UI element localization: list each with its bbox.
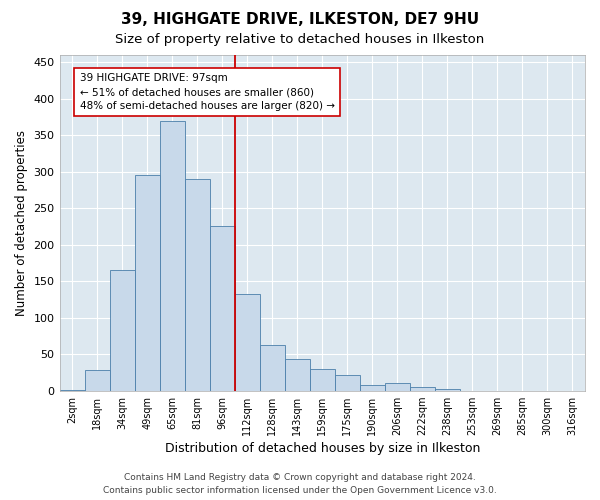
Bar [435,389,460,390]
Bar [209,226,235,390]
Text: 39 HIGHGATE DRIVE: 97sqm
← 51% of detached houses are smaller (860)
48% of semi-: 39 HIGHGATE DRIVE: 97sqm ← 51% of detach… [80,73,335,111]
Bar [185,179,209,390]
Bar [110,270,134,390]
Bar [385,382,410,390]
Bar [85,370,110,390]
Bar [410,387,435,390]
Y-axis label: Number of detached properties: Number of detached properties [15,130,28,316]
Bar [310,369,335,390]
Bar [285,360,310,390]
Bar [235,294,260,390]
Bar [134,176,160,390]
X-axis label: Distribution of detached houses by size in Ilkeston: Distribution of detached houses by size … [164,442,480,455]
Text: Size of property relative to detached houses in Ilkeston: Size of property relative to detached ho… [115,32,485,46]
Bar [260,346,285,391]
Bar [160,120,185,390]
Bar [335,376,360,390]
Bar [360,385,385,390]
Text: Contains HM Land Registry data © Crown copyright and database right 2024.
Contai: Contains HM Land Registry data © Crown c… [103,474,497,495]
Text: 39, HIGHGATE DRIVE, ILKESTON, DE7 9HU: 39, HIGHGATE DRIVE, ILKESTON, DE7 9HU [121,12,479,28]
